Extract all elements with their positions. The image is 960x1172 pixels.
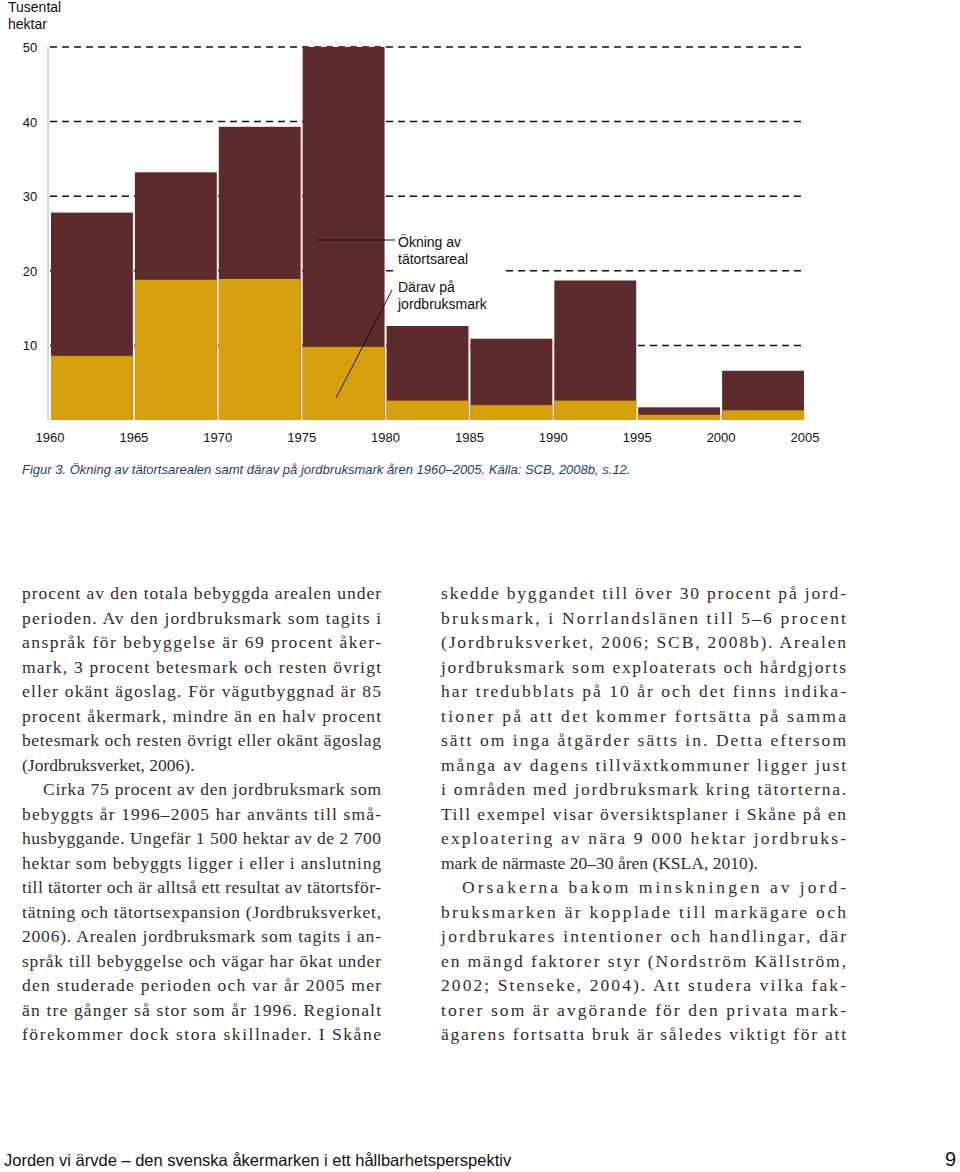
y-axis-label-line: Tusental [8, 0, 61, 15]
body-line: mark, 3 procent betesmark och resten övr… [22, 657, 381, 677]
body-line: sätt om inga åtgärder sätts in. Detta ef… [441, 730, 846, 750]
x-tick-label: 1975 [287, 430, 316, 445]
bar [219, 279, 301, 420]
y-tick-label: 50 [23, 40, 37, 55]
bar [470, 339, 552, 420]
text-column: skedde byggandet till över 30 procent på… [440, 583, 846, 1044]
y-tick-label: 40 [23, 115, 37, 130]
bar [51, 356, 133, 420]
text-column: procent av den totala bebyggda arealen u… [22, 583, 381, 1044]
y-axis-line [48, 47, 49, 420]
bar [303, 47, 385, 420]
bar [51, 213, 133, 420]
body-line: en mängd faktorer styr (Nordström Källst… [441, 951, 846, 971]
body-line: jordbrukares intentioner och handlingar,… [440, 926, 846, 946]
legend-label-line: Ökning av [398, 233, 461, 250]
body-line: Cirka 75 procent av den jordbruksmark so… [43, 779, 381, 799]
page: {"chart_data": {"type": "histogram", "yl… [0, 0, 960, 1172]
grid-line [50, 46, 805, 48]
chart: Tusentalhektar 10 20 30 40 50 1960 1965 1970 1975… [8, 0, 819, 445]
body-line: Orsakerna bakom minskningen av jord- [462, 877, 846, 897]
bar [722, 371, 804, 420]
body-line: torer som är avgörande för den privata m… [441, 1000, 846, 1020]
body-line: (Jordbruksverket, 2006; SCB, 2008b). Are… [441, 632, 846, 652]
x-tick-label: 1960 [36, 430, 65, 445]
bar [135, 172, 217, 420]
bars [51, 47, 804, 420]
bar [722, 410, 804, 420]
body-line: förekommer dock stora skillnader. I Skån… [22, 1024, 381, 1044]
y-tick-label: 10 [23, 338, 37, 353]
legend-label-line: tätortsareal [398, 251, 468, 267]
x-tick-label: 1965 [119, 430, 148, 445]
grid-line [50, 121, 805, 123]
x-tick-label: 1995 [623, 430, 652, 445]
bar [638, 407, 720, 420]
body-line: Till exempel visar översiktsplaner i Skå… [441, 804, 846, 824]
leader-line [336, 290, 392, 398]
body-line: skedde byggandet till över 30 procent på… [441, 583, 846, 603]
leader-line [318, 240, 395, 241]
body-line: bebyggts år 1996–2005 har använts till s… [22, 804, 381, 824]
body-line: många av dagens tillväxtkommuner ligger … [441, 755, 846, 775]
bar [554, 280, 636, 420]
body-line: har tredubblats på 10 år och det finns i… [441, 681, 846, 701]
body-line: till tätorter och är alltså ett resultat… [22, 877, 381, 897]
page-canvas: Tusentalhektar 10 20 30 40 50 1960 1965 1970 1975… [0, 0, 960, 1172]
x-tick-label: 1970 [203, 430, 232, 445]
body-line: bruksmark, i Norrlandslänen till 5–6 pro… [441, 608, 846, 628]
bar [470, 405, 552, 420]
body-line: i områden med jordbruksmark kring tätort… [441, 779, 846, 799]
body-line: jordbruksmark som exploaterats och hårdg… [440, 657, 846, 677]
body-line: husbyggande. Ungefär 1 500 hektar av de … [22, 828, 381, 848]
bar [554, 401, 636, 420]
legend-background [394, 228, 504, 314]
body-line: den studerade perioden och var år 2005 m… [22, 975, 381, 995]
body-line: tätning och tätortsexpansion (Jordbruksv… [22, 902, 381, 922]
body-line: anspråk för bebyggelse är 69 procent åke… [22, 632, 381, 652]
bar [387, 401, 469, 420]
y-tick-label: 30 [23, 189, 37, 204]
x-tick-label: 1980 [371, 430, 400, 445]
bar [387, 326, 469, 420]
body-line: ägarens fortsatta bruk är således viktig… [441, 1024, 846, 1044]
body-line: perioden. Av den jordbruksmark som tagit… [22, 608, 381, 628]
body-line: eller okänt ägoslag. För vägutbyggnad är… [22, 681, 381, 701]
body-line: bruksmarken är kopplade till markägare o… [441, 902, 846, 922]
x-tick-label: 1985 [455, 430, 484, 445]
bar [638, 415, 720, 420]
body-line: hektar som bebyggts ligger i eller i ans… [22, 853, 381, 873]
page-number: 9 [945, 1148, 956, 1170]
legend-label-line: jordbruksmark [397, 296, 488, 312]
body-line: 2006). Arealen jordbruksmark som tagits … [22, 926, 381, 946]
body-line: mark de närmaste 20–30 åren (KSLA, 2010)… [441, 853, 758, 873]
body-line: procent åkermark, mindre än en halv proc… [22, 706, 381, 726]
body-line: (Jordbruksverket, 2006). [22, 755, 195, 775]
footer-title: Jorden vi ärvde – den svenska åkermarken… [4, 1151, 512, 1169]
body-line: betesmark och resten övrigt eller okänt … [22, 730, 381, 750]
legend-label-line: Därav på [398, 279, 455, 295]
x-tick-label: 2000 [707, 430, 736, 445]
figure-caption: Figur 3. Ökning av tätortsarealen samt d… [22, 462, 630, 477]
x-tick-label: 1990 [539, 430, 568, 445]
body-line: 2002; Stenseke, 2004). Att studera vilka… [441, 975, 846, 995]
body-line: procent av den totala bebyggda arealen u… [22, 583, 381, 603]
body-line: språk till bebyggelse och vägar har ökat… [22, 951, 381, 971]
bar [219, 127, 301, 420]
legend-label: Ökning avtätortsareal [398, 233, 468, 267]
x-tick-label: 2005 [791, 430, 820, 445]
bar [135, 280, 217, 420]
body-line: tioner på att det kommer fortsätta på sa… [441, 706, 846, 726]
y-axis-label-line: hektar [8, 16, 47, 32]
body-line: exploatering av nära 9 000 hektar jordbr… [441, 828, 846, 848]
body-line: än tre gånger så stor som år 1996. Regio… [22, 1000, 381, 1020]
y-tick-label: 20 [23, 264, 37, 279]
legend-label: Därav påjordbruksmark [397, 279, 488, 312]
y-axis-label: Tusentalhektar [8, 0, 61, 32]
